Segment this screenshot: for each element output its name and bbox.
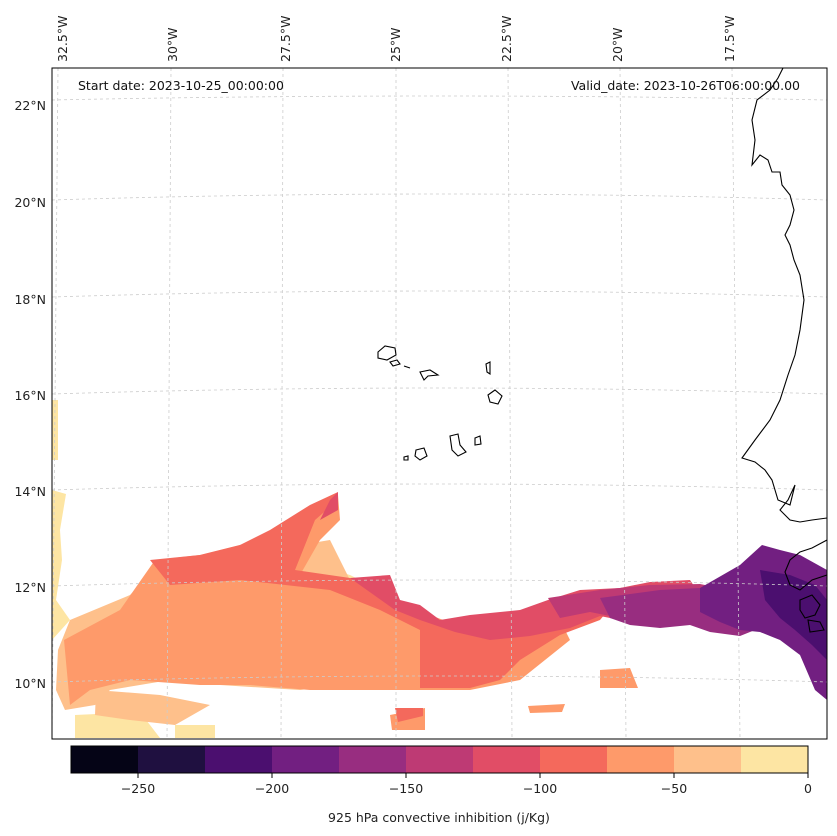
colorbar-tick-label: −100 [523, 781, 557, 796]
cape-verde-boa-vista [487, 389, 503, 405]
cape-verde-maio [474, 435, 482, 446]
lon-label: 25°W [388, 27, 403, 62]
colorbar-cells [71, 746, 809, 773]
colorbar-tick-label: 0 [804, 781, 812, 796]
colorbar-cell [607, 746, 675, 773]
gridline-lon-22-5 [507, 67, 513, 740]
cape-verde-sao-nicolau [419, 369, 440, 381]
gridline-lat-10 [51, 675, 828, 683]
cape-verde-fogo [414, 447, 428, 461]
colorbar-cell [674, 746, 742, 773]
colorbar-tick-label: −150 [389, 781, 423, 796]
colorbar-cell [138, 746, 206, 773]
colorbar-tick-label: −200 [255, 781, 289, 796]
cape-verde-sao-vicente [389, 359, 401, 367]
colorbar-cell [741, 746, 809, 773]
gridline-lat-12 [51, 579, 828, 587]
lon-label: 22.5°W [499, 16, 514, 62]
coastlines [377, 67, 828, 633]
colorbar-cell [540, 746, 608, 773]
cin-region-minus75-to-minus100 [150, 492, 620, 722]
gridline-lat-22 [51, 95, 828, 101]
gridline-lon-27-5 [280, 67, 284, 740]
cin-region-minus200-to-minus225 [760, 570, 827, 660]
lat-label: 14°N [14, 484, 46, 499]
colorbar-cell [71, 746, 139, 773]
colorbar: −250 −200 −150 −100 −50 0 925 hPa convec… [70, 745, 812, 825]
graticule [51, 67, 828, 740]
gridline-lon-17-5 [731, 67, 741, 740]
colorbar-border [70, 745, 809, 774]
lon-label: 30°W [165, 27, 180, 62]
map-border [51, 67, 828, 740]
gridline-lat-16 [51, 387, 828, 395]
colorbar-tick-label: −250 [121, 781, 155, 796]
colorbar-cell [272, 746, 340, 773]
senegal-gambia-coast [784, 539, 828, 591]
lon-label: 20°W [610, 27, 625, 62]
lat-label: 12°N [14, 580, 46, 595]
cape-verde-brava [403, 455, 409, 461]
colorbar-ticks: −250 −200 −150 −100 −50 0 [121, 773, 812, 796]
gridline-lon-30 [166, 67, 172, 740]
gridline-lon-20 [619, 67, 627, 740]
colorbar-label: 925 hPa convective inhibition (j/Kg) [328, 810, 550, 825]
colorbar-cell [205, 746, 273, 773]
map-panel: Start date: 2023-10-25_00:00:00 Valid_da… [51, 67, 828, 740]
gridline-lat-18 [51, 290, 828, 298]
lat-label: 10°N [14, 676, 46, 691]
colorbar-cell [339, 746, 407, 773]
lat-axis-labels: 22°N 20°N 18°N 16°N 14°N 12°N 10°N [14, 98, 46, 691]
start-date-label: Start date: 2023-10-25_00:00:00 [78, 78, 284, 93]
colorbar-cell [473, 746, 541, 773]
africa-coastline [741, 67, 828, 523]
bissau-coast [799, 594, 825, 633]
lon-label: 32.5°W [55, 16, 70, 62]
lon-label: 27.5°W [278, 16, 293, 62]
cape-verde-sal [485, 361, 491, 376]
lon-axis-labels: 32.5°W 30°W 27.5°W 25°W 22.5°W 20°W 17.5… [55, 16, 737, 62]
cin-contours [52, 400, 827, 738]
gridline-lat-20 [51, 193, 828, 201]
gridline-lon-32-5 [51, 67, 59, 740]
lon-label: 17.5°W [722, 16, 737, 62]
cape-verde-santiago [449, 433, 467, 457]
lat-label: 18°N [14, 292, 46, 307]
gridline-lat-14 [51, 483, 828, 491]
cape-verde-santo-antao [377, 345, 397, 361]
lat-label: 22°N [14, 98, 46, 113]
valid-date-label: Valid_date: 2023-10-26T06:00:00.00 [571, 78, 800, 93]
colorbar-cell [406, 746, 474, 773]
lat-label: 20°N [14, 195, 46, 210]
lat-label: 16°N [14, 388, 46, 403]
colorbar-tick-label: −50 [661, 781, 687, 796]
cape-verde-santa-luzia [403, 365, 411, 369]
